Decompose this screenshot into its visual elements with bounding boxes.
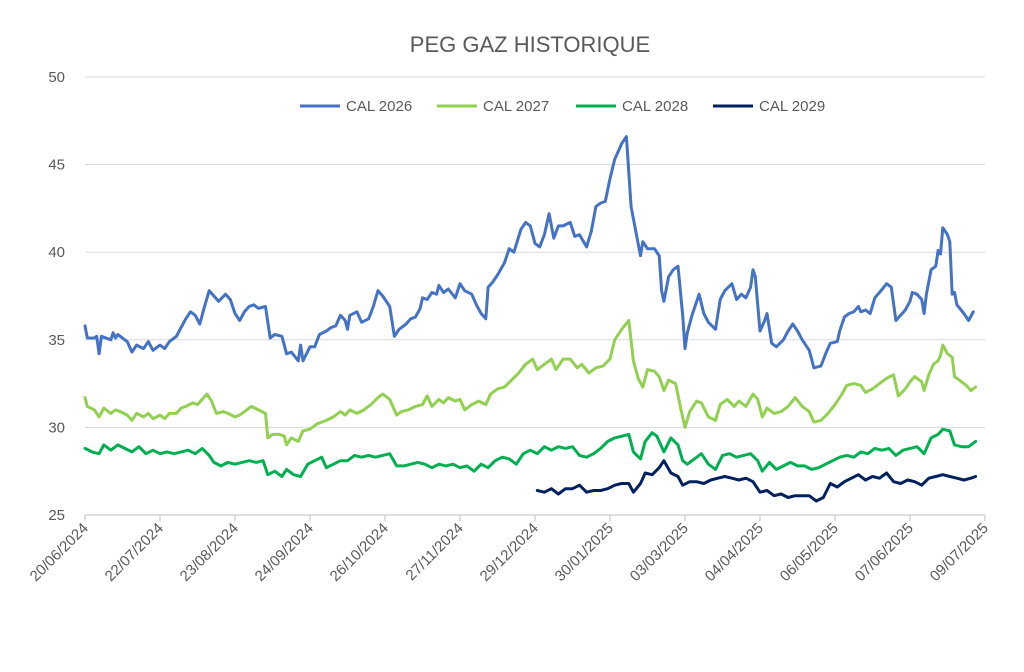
x-tick-label: 23/08/2024 — [177, 520, 242, 585]
x-tick-label: 20/06/2024 — [27, 520, 92, 585]
x-tick-label: 06/05/2025 — [777, 520, 842, 585]
x-tick-label: 27/11/2024 — [403, 520, 467, 584]
y-tick-label: 30 — [48, 419, 65, 436]
chart-title: PEG GAZ HISTORIQUE — [410, 32, 650, 57]
series-line — [83, 319, 978, 447]
x-tick-label: 04/04/2025 — [702, 520, 767, 585]
series-line — [535, 459, 978, 503]
y-tick-label: 45 — [48, 157, 65, 174]
y-tick-label: 35 — [48, 332, 65, 349]
y-tick-label: 40 — [48, 244, 65, 261]
legend-label: CAL 2028 — [622, 98, 688, 115]
x-tick-label: 24/09/2024 — [252, 520, 317, 585]
series-line — [83, 135, 975, 370]
x-tick-label: 30/01/2025 — [552, 520, 617, 585]
x-tick-label: 22/07/2024 — [102, 520, 167, 585]
x-tick-label: 07/06/2025 — [852, 520, 917, 585]
legend-label: CAL 2029 — [759, 98, 825, 115]
series-line — [83, 427, 978, 478]
legend-label: CAL 2027 — [483, 98, 549, 115]
legend-label: CAL 2026 — [346, 98, 412, 115]
y-tick-label: 25 — [48, 507, 65, 524]
x-tick-label: 09/07/2025 — [927, 520, 992, 585]
x-tick-label: 29/12/2024 — [477, 520, 542, 585]
x-tick-label: 26/10/2024 — [327, 520, 392, 585]
y-tick-label: 50 — [48, 69, 65, 86]
x-tick-label: 03/03/2025 — [627, 520, 692, 585]
